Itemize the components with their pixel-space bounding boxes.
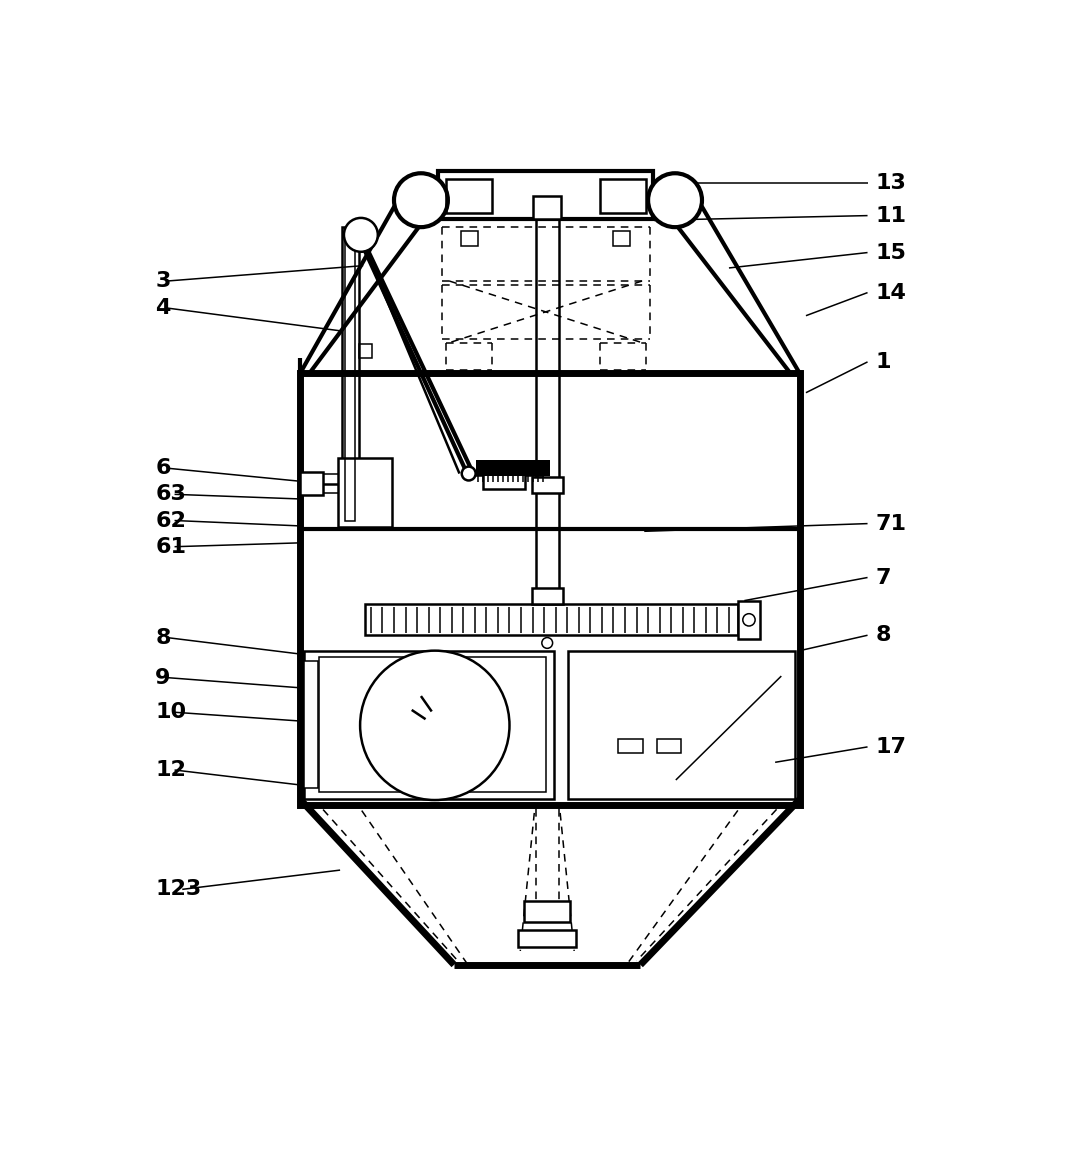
Circle shape [648, 173, 702, 228]
Text: 123: 123 [156, 879, 202, 900]
Bar [365, 604, 738, 635]
Bar [345, 233, 355, 521]
Text: 17: 17 [875, 737, 906, 757]
Circle shape [542, 638, 553, 648]
Bar [600, 179, 646, 214]
Bar [568, 650, 795, 799]
Text: 3: 3 [156, 271, 171, 291]
Circle shape [361, 650, 510, 800]
Bar [461, 231, 478, 246]
Bar [319, 657, 546, 791]
Text: 4: 4 [156, 298, 171, 318]
Text: 8: 8 [875, 625, 891, 646]
Text: 15: 15 [875, 243, 906, 262]
Text: 1: 1 [875, 352, 891, 372]
Text: 12: 12 [156, 760, 186, 780]
Bar [614, 231, 631, 246]
Bar [524, 901, 571, 923]
Text: 7: 7 [875, 567, 891, 588]
Bar [476, 461, 550, 476]
Bar [304, 650, 554, 799]
Bar [738, 601, 760, 639]
Bar [534, 196, 561, 219]
Bar [482, 474, 525, 489]
Text: 14: 14 [875, 283, 906, 303]
Text: 11: 11 [875, 206, 906, 225]
Text: 13: 13 [875, 173, 906, 193]
Text: 10: 10 [156, 702, 187, 722]
Bar [300, 373, 800, 805]
Circle shape [462, 467, 476, 480]
Text: 61: 61 [156, 537, 187, 557]
Bar [531, 588, 562, 604]
Bar [341, 228, 359, 528]
Text: 8: 8 [156, 627, 171, 648]
Bar [618, 739, 642, 753]
Text: 63: 63 [156, 484, 186, 505]
Bar [359, 344, 372, 358]
Bar [446, 179, 492, 214]
Bar [531, 477, 562, 493]
Bar [656, 739, 681, 753]
Text: 71: 71 [875, 514, 906, 534]
Bar [338, 459, 392, 528]
Bar [517, 930, 576, 947]
Bar [300, 472, 323, 495]
Circle shape [394, 173, 448, 228]
Bar [359, 229, 372, 243]
Bar [437, 171, 653, 219]
Text: 62: 62 [156, 511, 186, 530]
Bar [304, 661, 318, 788]
Circle shape [344, 218, 378, 252]
Text: 6: 6 [156, 459, 171, 478]
Text: 9: 9 [156, 668, 171, 687]
Circle shape [743, 613, 755, 626]
